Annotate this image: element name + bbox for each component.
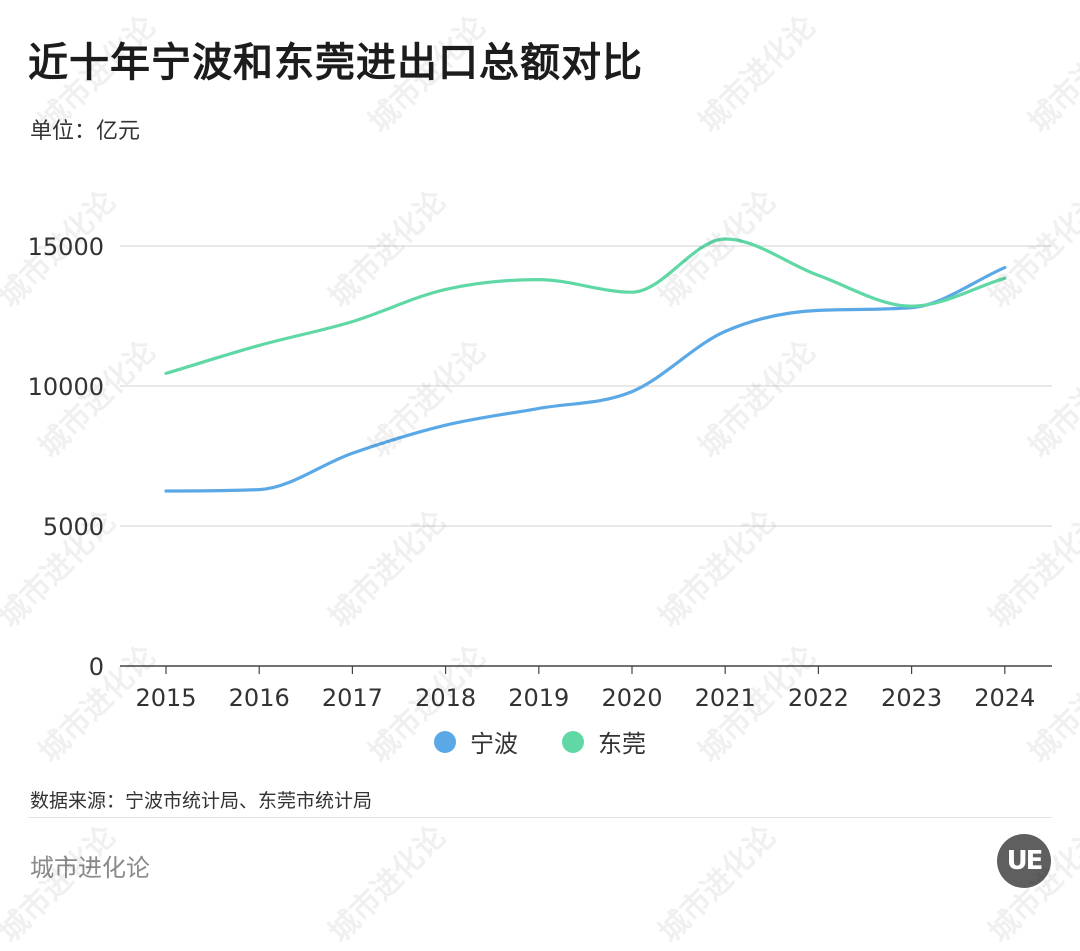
data-point[interactable] bbox=[812, 269, 824, 281]
brand-logo: UE bbox=[997, 834, 1051, 888]
x-tick-label: 2023 bbox=[881, 684, 942, 712]
legend-dot-ningbo bbox=[434, 730, 456, 753]
y-tick-label: 5000 bbox=[43, 513, 104, 541]
x-tick-label: 2024 bbox=[974, 684, 1035, 712]
data-point[interactable] bbox=[253, 484, 265, 496]
unit-label: 单位：亿元 bbox=[30, 119, 141, 144]
data-point[interactable] bbox=[346, 316, 358, 328]
y-tick-label: 10000 bbox=[28, 373, 104, 401]
legend: 宁波 东莞 bbox=[0, 724, 1080, 759]
legend-item-dongguan[interactable]: 东莞 bbox=[562, 724, 646, 759]
line-chart: 0 5000 10000 15000 2015 2016 2017 2018 2019 2020… bbox=[28, 233, 1052, 712]
chart-title: 近十年宁波和东莞进出口总额对比 bbox=[28, 40, 643, 86]
x-tick-label: 2016 bbox=[229, 684, 290, 712]
legend-label-ningbo: 宁波 bbox=[470, 730, 518, 758]
y-axis-ticks: 0 5000 10000 15000 bbox=[28, 233, 104, 681]
x-tick-label: 2017 bbox=[322, 684, 383, 712]
x-axis: 2015 2016 2017 2018 2019 2020 2021 2022 2023 2024 bbox=[120, 665, 1052, 712]
y-tick-label: 15000 bbox=[28, 233, 104, 261]
data-point[interactable] bbox=[906, 300, 918, 312]
legend-dot-dongguan bbox=[562, 730, 584, 753]
data-point[interactable] bbox=[160, 367, 172, 379]
data-point[interactable] bbox=[719, 325, 731, 337]
x-tick-label: 2021 bbox=[695, 684, 756, 712]
series-line-dongguan[interactable] bbox=[164, 237, 1007, 375]
legend-label-dongguan: 东莞 bbox=[598, 730, 646, 758]
series-lines bbox=[160, 233, 1011, 497]
x-tick-label: 2019 bbox=[508, 684, 569, 712]
data-point[interactable] bbox=[719, 233, 731, 245]
y-tick-label: 0 bbox=[89, 653, 104, 681]
data-point[interactable] bbox=[440, 419, 452, 431]
data-point[interactable] bbox=[999, 272, 1011, 284]
x-tick-label: 2022 bbox=[788, 684, 849, 712]
divider bbox=[28, 817, 1052, 818]
data-point[interactable] bbox=[626, 386, 638, 398]
data-point[interactable] bbox=[533, 274, 545, 286]
data-point[interactable] bbox=[812, 304, 824, 316]
data-point[interactable] bbox=[440, 283, 452, 295]
x-tick-label: 2015 bbox=[135, 684, 196, 712]
grid-lines bbox=[120, 245, 1052, 527]
series-line-ningbo[interactable] bbox=[164, 265, 1007, 493]
brand-name: 城市进化论 bbox=[30, 854, 150, 882]
data-source: 数据来源：宁波市统计局、东莞市统计局 bbox=[30, 790, 373, 812]
x-tick-label: 2018 bbox=[415, 684, 476, 712]
legend-item-ningbo[interactable]: 宁波 bbox=[434, 724, 518, 759]
data-point[interactable] bbox=[626, 286, 638, 298]
x-tick-label: 2020 bbox=[601, 684, 662, 712]
data-point[interactable] bbox=[160, 485, 172, 497]
data-point[interactable] bbox=[253, 339, 265, 351]
data-point[interactable] bbox=[346, 447, 358, 459]
data-point[interactable] bbox=[533, 402, 545, 414]
data-point[interactable] bbox=[999, 262, 1011, 274]
